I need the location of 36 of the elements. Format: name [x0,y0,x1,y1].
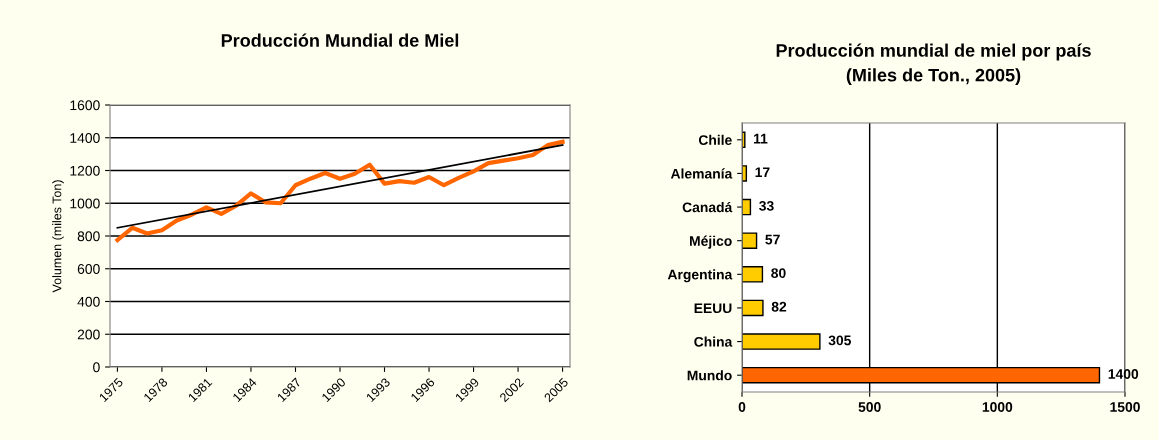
bar [742,232,758,249]
line-series [115,139,565,243]
y-tick-label: 0 [93,362,100,373]
y-tick-label: 1200 [70,165,100,176]
bar [742,266,764,283]
y-tick-label: Canadá [682,201,733,213]
y-tick-label: 1400 [70,133,100,143]
data-label: 33 [759,200,774,211]
y-tick-label: Chile [698,134,732,145]
y-tick-label: Argentina [667,269,733,283]
x-tick-label: 1500 [1110,402,1140,412]
y-tick-label: Mundo [687,370,732,381]
data-label: 57 [765,234,780,245]
x-tick-label: 0 [738,402,746,412]
data-label: 80 [771,268,786,279]
y-tick-label: 1000 [70,198,100,209]
y-tick-label: 1600 [70,100,100,111]
data-label: 82 [771,301,787,312]
y-tick-label: 400 [77,296,100,307]
x-tick-label: 1000 [982,402,1013,412]
y-tick-label: Alemanía [670,168,733,179]
y-tick-label: 800 [77,231,100,242]
y-tick-label: China [694,336,733,347]
y-tick-label: EEUU [694,303,732,314]
x-tick-label: 500 [858,402,881,412]
y-axis-title: Volumen (miles Ton) [52,180,64,293]
bar [742,333,821,350]
y-tick-label: Méjico [689,235,732,249]
data-label: 17 [755,167,770,178]
y-tick-label: 200 [77,329,100,340]
y-tick-label: 600 [77,264,100,274]
data-label: 11 [754,133,768,144]
data-label: 305 [828,335,851,346]
chart-title: Producción mundial de miel por país (Miles de Ton., 2005) [776,43,1091,86]
bar [742,299,764,317]
chart-title: Producción Mundial de Miel [221,33,459,47]
